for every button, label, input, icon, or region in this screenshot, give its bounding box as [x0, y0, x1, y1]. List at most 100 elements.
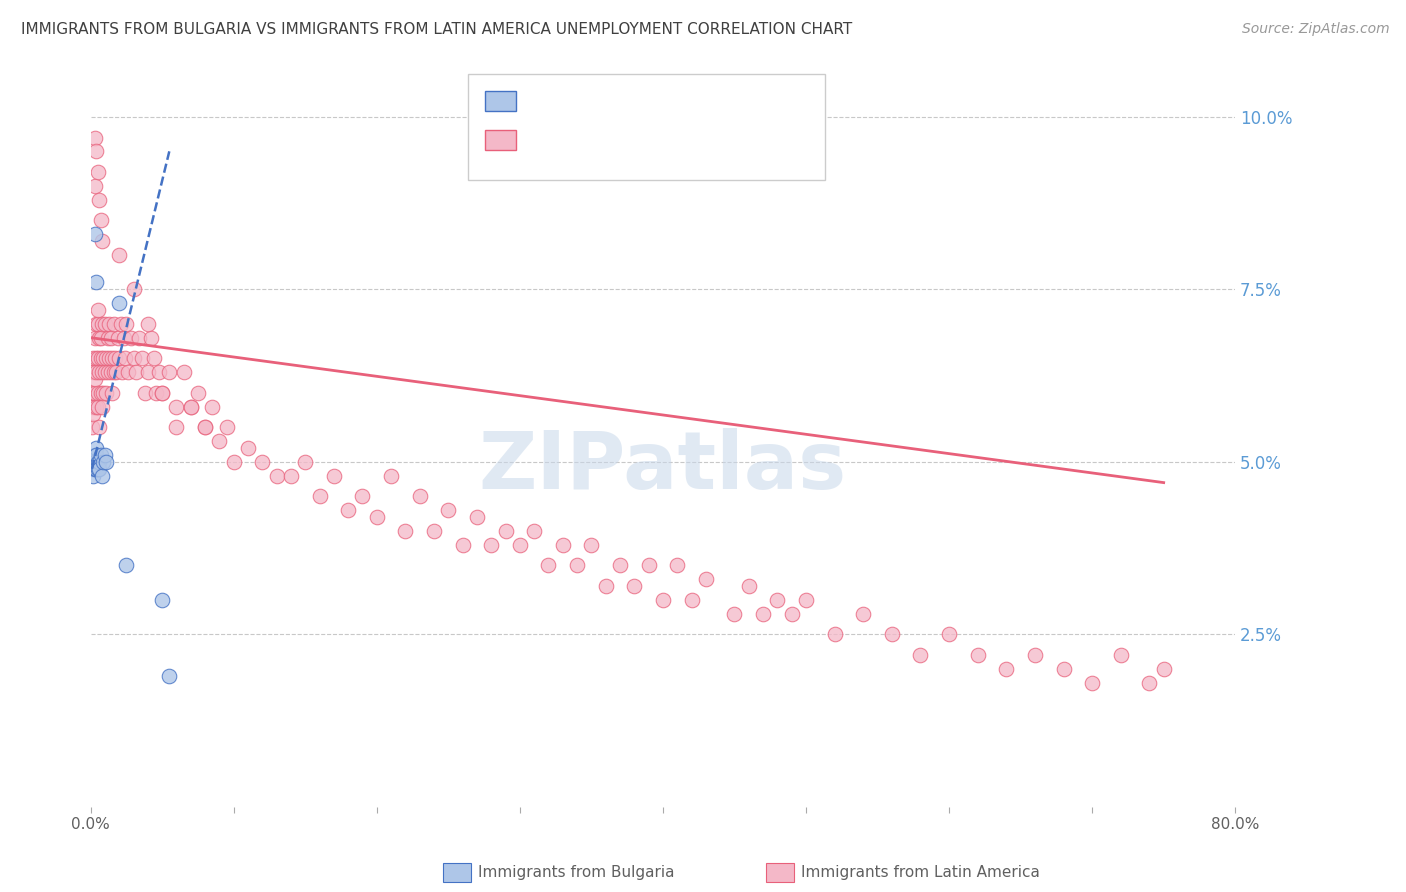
Point — [666, 558, 689, 573]
Point — [280, 468, 302, 483]
Point — [236, 441, 259, 455]
Point — [115, 558, 138, 573]
Point — [84, 227, 107, 242]
Point — [366, 510, 388, 524]
Point — [100, 365, 122, 379]
Point — [222, 455, 245, 469]
Point — [131, 351, 153, 366]
Point — [86, 365, 108, 379]
Point — [91, 400, 114, 414]
Text: ZIPatlas: ZIPatlas — [479, 428, 846, 507]
Point — [87, 351, 110, 366]
Point — [294, 455, 316, 469]
Text: 141: 141 — [727, 133, 761, 147]
Point — [322, 468, 344, 483]
Point — [90, 351, 112, 366]
Point — [148, 365, 170, 379]
Point — [96, 455, 118, 469]
Point — [134, 385, 156, 400]
Point — [187, 385, 209, 400]
Point — [87, 455, 110, 469]
Point — [87, 317, 110, 331]
Point — [87, 400, 110, 414]
Point — [609, 558, 631, 573]
Text: IMMIGRANTS FROM BULGARIA VS IMMIGRANTS FROM LATIN AMERICA UNEMPLOYMENT CORRELATI: IMMIGRANTS FROM BULGARIA VS IMMIGRANTS F… — [21, 22, 852, 37]
Point — [96, 351, 118, 366]
Point — [1153, 662, 1175, 676]
Point — [96, 385, 118, 400]
Point — [180, 400, 202, 414]
Point — [139, 331, 162, 345]
Point — [91, 317, 114, 331]
Point — [215, 420, 238, 434]
Text: Immigrants from Bulgaria: Immigrants from Bulgaria — [478, 865, 675, 880]
Point — [80, 420, 103, 434]
Point — [1024, 648, 1046, 662]
Point — [97, 331, 120, 345]
Text: R =: R = — [527, 94, 557, 108]
Point — [84, 178, 107, 193]
Point — [122, 282, 145, 296]
Point — [110, 317, 132, 331]
Point — [82, 365, 104, 379]
Point — [91, 365, 114, 379]
Point — [94, 317, 117, 331]
Point — [93, 385, 115, 400]
Point — [80, 385, 103, 400]
Point — [87, 385, 110, 400]
Point — [380, 468, 402, 483]
Point — [128, 331, 150, 345]
Point — [150, 385, 173, 400]
Point — [201, 400, 224, 414]
Point — [122, 351, 145, 366]
Point — [252, 455, 274, 469]
Point — [637, 558, 659, 573]
Point — [1109, 648, 1132, 662]
Point — [880, 627, 903, 641]
Point — [84, 448, 107, 462]
Point — [82, 462, 104, 476]
Point — [108, 248, 131, 262]
Text: Immigrants from Latin America: Immigrants from Latin America — [801, 865, 1040, 880]
Point — [451, 538, 474, 552]
Point — [101, 351, 124, 366]
Point — [84, 462, 107, 476]
Point — [136, 365, 159, 379]
Point — [89, 420, 111, 434]
Point — [86, 351, 108, 366]
Point — [308, 490, 330, 504]
Point — [166, 420, 188, 434]
Point — [157, 669, 180, 683]
Point — [84, 130, 107, 145]
Point — [91, 234, 114, 248]
Point — [125, 365, 148, 379]
Point — [995, 662, 1018, 676]
Point — [84, 385, 107, 400]
Point — [157, 365, 180, 379]
Point — [738, 579, 761, 593]
Point — [86, 462, 108, 476]
Point — [408, 490, 430, 504]
Point — [86, 441, 108, 455]
Point — [94, 365, 117, 379]
Point — [86, 276, 108, 290]
Point — [87, 165, 110, 179]
Point — [337, 503, 360, 517]
Point — [101, 385, 124, 400]
Point — [852, 607, 875, 621]
Point — [90, 331, 112, 345]
Point — [938, 627, 960, 641]
Point — [565, 558, 588, 573]
Point — [108, 296, 131, 310]
Point — [82, 468, 104, 483]
Text: -0.358: -0.358 — [581, 133, 638, 147]
Point — [523, 524, 546, 538]
Point — [266, 468, 288, 483]
Point — [114, 351, 136, 366]
Point — [89, 331, 111, 345]
Point — [1052, 662, 1074, 676]
Point — [97, 365, 120, 379]
Text: R =: R = — [527, 133, 557, 147]
Point — [651, 593, 673, 607]
Point — [794, 593, 817, 607]
